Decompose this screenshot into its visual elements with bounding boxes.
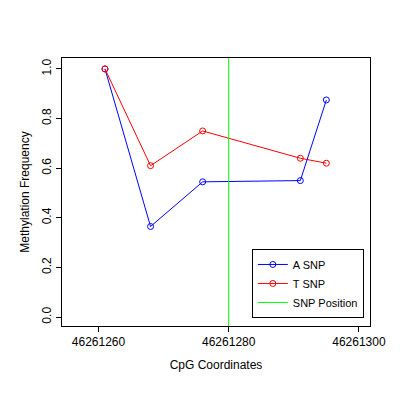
- svg-text:A SNP: A SNP: [293, 259, 325, 271]
- svg-text:Methylation Frequency: Methylation Frequency: [18, 131, 32, 252]
- svg-text:T SNP: T SNP: [293, 278, 325, 290]
- svg-text:46261300: 46261300: [332, 335, 386, 349]
- svg-text:0.4: 0.4: [40, 207, 54, 224]
- svg-text:46261280: 46261280: [202, 335, 256, 349]
- svg-text:0.2: 0.2: [40, 257, 54, 274]
- svg-text:CpG Coordinates: CpG Coordinates: [170, 358, 263, 372]
- svg-text:1.0: 1.0: [40, 58, 54, 75]
- svg-text:SNP Position: SNP Position: [293, 297, 358, 309]
- svg-text:46261260: 46261260: [72, 335, 126, 349]
- svg-text:0.6: 0.6: [40, 158, 54, 175]
- svg-text:0.0: 0.0: [40, 307, 54, 324]
- svg-text:0.8: 0.8: [40, 108, 54, 125]
